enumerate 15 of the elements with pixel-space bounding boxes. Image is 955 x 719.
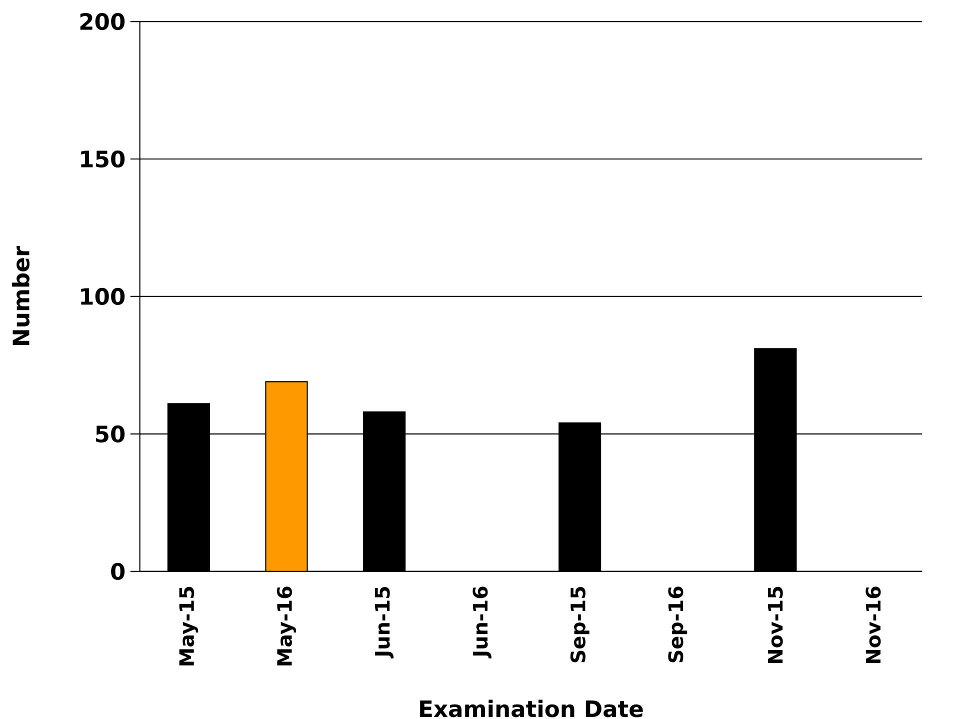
y-axis-title: Number xyxy=(12,246,30,346)
x-axis-title: Examination Date xyxy=(420,700,643,718)
x-tick-label: May-16 xyxy=(276,586,296,666)
x-tick-label: Jun-15 xyxy=(375,587,394,659)
y-tick-label: 100 xyxy=(81,288,125,306)
y-tick-label: 150 xyxy=(81,150,125,168)
x-tick-label: Nov-15 xyxy=(768,587,783,664)
y-tick-label: 0 xyxy=(111,562,125,580)
x-tick-label: Sep-16 xyxy=(668,586,688,662)
x-tick-label: Sep-15 xyxy=(570,587,590,662)
y-tick-label: 200 xyxy=(80,13,125,30)
y-tick-label: 50 xyxy=(96,425,125,443)
x-tick-label: Jun-16 xyxy=(472,586,492,659)
x-tick-label: May-15 xyxy=(179,587,198,666)
x-tick-label: Nov-16 xyxy=(866,586,881,664)
